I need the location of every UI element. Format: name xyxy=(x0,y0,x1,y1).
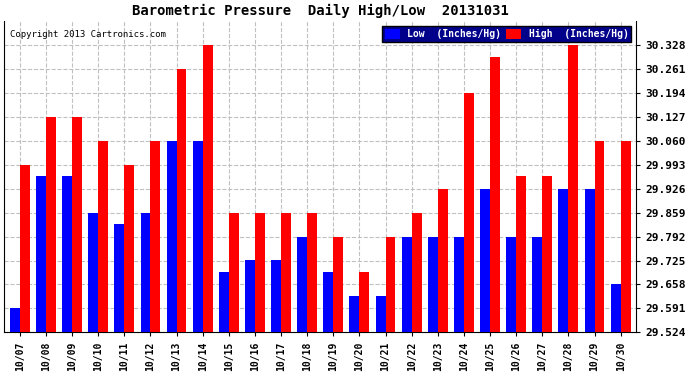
Text: Copyright 2013 Cartronics.com: Copyright 2013 Cartronics.com xyxy=(10,30,166,39)
Bar xyxy=(177,69,186,332)
Bar xyxy=(271,260,281,332)
Bar xyxy=(10,309,20,332)
Bar xyxy=(428,237,437,332)
Bar xyxy=(307,213,317,332)
Bar xyxy=(124,165,135,332)
Bar xyxy=(98,141,108,332)
Bar xyxy=(516,177,526,332)
Bar xyxy=(558,189,569,332)
Bar xyxy=(141,213,150,332)
Legend: Low  (Inches/Hg), High  (Inches/Hg): Low (Inches/Hg), High (Inches/Hg) xyxy=(382,26,631,42)
Bar xyxy=(402,237,412,332)
Bar xyxy=(375,296,386,332)
Bar xyxy=(506,237,516,332)
Bar xyxy=(595,141,604,332)
Bar xyxy=(542,177,552,332)
Bar xyxy=(490,57,500,332)
Bar xyxy=(454,237,464,332)
Bar xyxy=(255,213,265,332)
Bar xyxy=(281,213,291,332)
Bar xyxy=(437,189,448,332)
Bar xyxy=(62,177,72,332)
Bar xyxy=(533,237,542,332)
Bar xyxy=(36,177,46,332)
Bar xyxy=(584,189,595,332)
Bar xyxy=(386,237,395,332)
Bar xyxy=(350,296,359,332)
Bar xyxy=(480,189,490,332)
Bar xyxy=(72,117,82,332)
Bar xyxy=(620,141,631,332)
Bar xyxy=(464,93,474,332)
Title: Barometric Pressure  Daily High/Low  20131031: Barometric Pressure Daily High/Low 20131… xyxy=(132,4,509,18)
Bar xyxy=(150,141,160,332)
Bar xyxy=(203,45,213,332)
Bar xyxy=(333,237,343,332)
Bar xyxy=(229,213,239,332)
Bar xyxy=(219,272,229,332)
Bar xyxy=(324,272,333,332)
Bar xyxy=(115,224,124,332)
Bar xyxy=(359,272,369,332)
Bar xyxy=(245,260,255,332)
Bar xyxy=(297,237,307,332)
Bar xyxy=(412,213,422,332)
Bar xyxy=(167,141,177,332)
Bar xyxy=(611,284,620,332)
Bar xyxy=(569,45,578,332)
Bar xyxy=(46,117,56,332)
Bar xyxy=(20,165,30,332)
Bar xyxy=(193,141,203,332)
Bar xyxy=(88,213,98,332)
